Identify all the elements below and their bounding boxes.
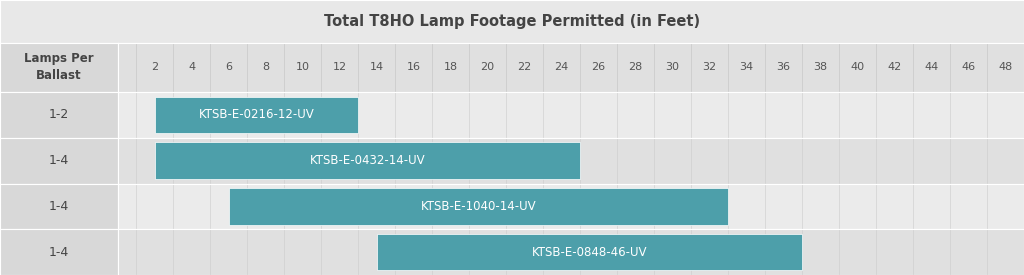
Text: 12: 12 <box>333 62 347 72</box>
FancyBboxPatch shape <box>155 97 358 133</box>
Text: 4: 4 <box>188 62 196 72</box>
Text: 38: 38 <box>813 62 827 72</box>
Text: 20: 20 <box>480 62 495 72</box>
Text: Total T8HO Lamp Footage Permitted (in Feet): Total T8HO Lamp Footage Permitted (in Fe… <box>324 14 700 29</box>
Text: 8: 8 <box>262 62 269 72</box>
Text: 10: 10 <box>296 62 309 72</box>
Text: 28: 28 <box>629 62 643 72</box>
Text: 18: 18 <box>443 62 458 72</box>
Text: 32: 32 <box>702 62 717 72</box>
Text: 1-4: 1-4 <box>49 200 69 213</box>
Text: KTSB-E-0848-46-UV: KTSB-E-0848-46-UV <box>531 246 647 259</box>
Text: 40: 40 <box>851 62 864 72</box>
Text: 16: 16 <box>407 62 421 72</box>
Text: 24: 24 <box>555 62 568 72</box>
Text: 36: 36 <box>776 62 791 72</box>
Text: KTSB-E-1040-14-UV: KTSB-E-1040-14-UV <box>421 200 537 213</box>
FancyBboxPatch shape <box>155 142 581 179</box>
FancyBboxPatch shape <box>228 188 728 225</box>
Text: Lamps Per
Ballast: Lamps Per Ballast <box>25 52 93 82</box>
Text: 34: 34 <box>739 62 754 72</box>
Text: KTSB-E-0432-14-UV: KTSB-E-0432-14-UV <box>309 154 425 167</box>
Text: 26: 26 <box>592 62 605 72</box>
Text: 30: 30 <box>666 62 680 72</box>
Text: 1-2: 1-2 <box>49 108 69 122</box>
Text: 48: 48 <box>998 62 1013 72</box>
Text: 2: 2 <box>152 62 159 72</box>
Text: 14: 14 <box>370 62 384 72</box>
Text: 22: 22 <box>517 62 531 72</box>
Text: 6: 6 <box>225 62 232 72</box>
Text: 1-4: 1-4 <box>49 154 69 167</box>
Text: 42: 42 <box>888 62 902 72</box>
FancyBboxPatch shape <box>377 234 802 270</box>
Text: KTSB-E-0216-12-UV: KTSB-E-0216-12-UV <box>199 108 314 122</box>
Text: 44: 44 <box>925 62 939 72</box>
Text: 46: 46 <box>962 62 976 72</box>
Text: 1-4: 1-4 <box>49 246 69 259</box>
